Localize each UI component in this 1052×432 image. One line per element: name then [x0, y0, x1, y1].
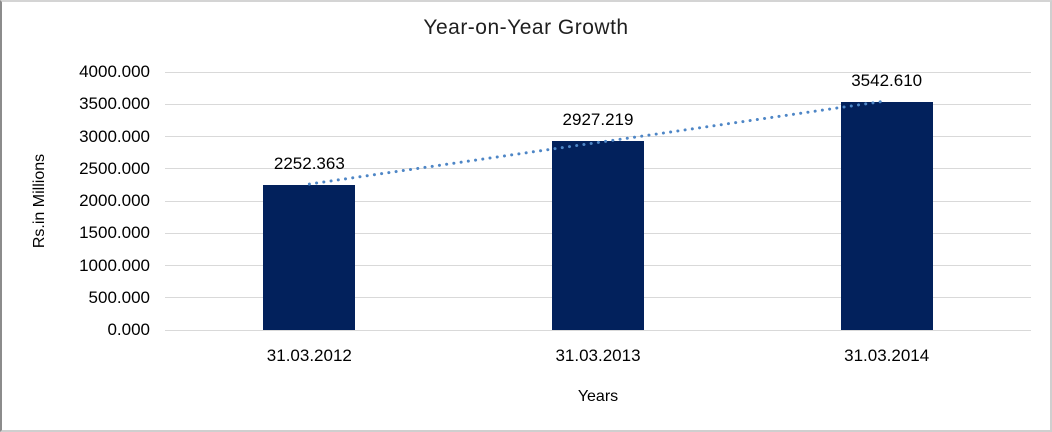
bar-31.03.2014	[840, 101, 933, 330]
y-tick-label: 0.000	[107, 320, 150, 339]
x-tick-label: 31.03.2014	[844, 346, 930, 365]
x-tick-label: 31.03.2013	[555, 346, 641, 365]
y-tick-label: 4000.000	[79, 62, 150, 81]
plot-area	[165, 71, 1031, 331]
bar-31.03.2012	[263, 184, 356, 330]
gridline	[165, 136, 1031, 137]
y-tick-label: 1000.000	[79, 255, 150, 275]
y-tick-label: 2000.000	[79, 191, 150, 210]
bar-value-label: 2252.363	[273, 153, 345, 173]
gridline	[165, 329, 1031, 331]
bar-value-label: 2927.219	[562, 110, 634, 130]
y-tick-label: 2500.000	[79, 158, 150, 178]
gridline	[165, 71, 1031, 73]
trendline-dotted	[307, 99, 889, 186]
bar-31.03.2013	[552, 141, 644, 330]
chart-title: Year-on-Year Growth	[423, 16, 629, 39]
x-axis-title: Years	[577, 388, 619, 405]
bar-value-label: 3542.610	[851, 70, 923, 90]
y-tick-label: 500.000	[88, 287, 150, 307]
y-tick-label: 3000.000	[79, 126, 150, 146]
gridline	[165, 103, 1031, 105]
y-tick-label: 3500.000	[79, 94, 150, 114]
x-tick-label: 31.03.2012	[266, 346, 352, 365]
y-tick-label: 1500.000	[79, 223, 150, 243]
